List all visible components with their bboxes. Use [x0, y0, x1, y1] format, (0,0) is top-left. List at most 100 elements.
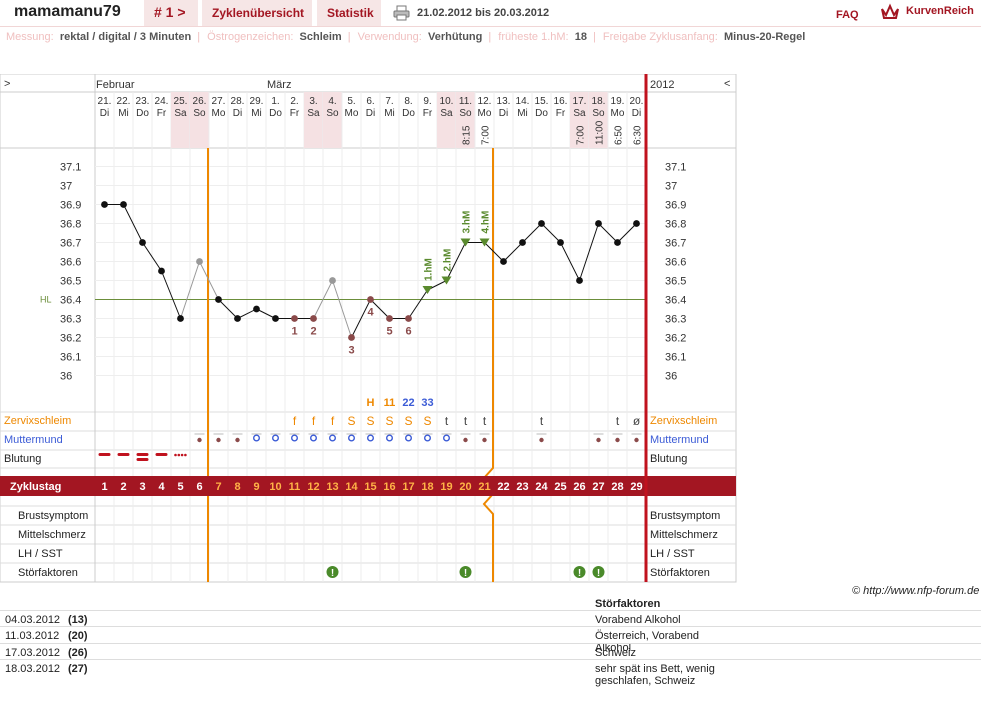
row-label: Brustsymptom: [18, 510, 88, 522]
curve-segment: [522, 223, 542, 243]
row-label: Störfaktoren: [18, 567, 78, 579]
temperature-point: [633, 220, 640, 227]
cervix-closed-icon: [216, 437, 221, 443]
username: mamamanu79: [14, 3, 121, 20]
cervix-closed-icon: [235, 437, 240, 443]
day-date: 6.: [366, 96, 374, 107]
printer-icon[interactable]: [393, 5, 410, 21]
note-cycle-day: (27): [68, 663, 88, 675]
day-date: 9.: [423, 96, 431, 107]
curve-segment: [142, 242, 162, 272]
day-weekday: Mo: [611, 108, 625, 119]
cycle-day-number: 24: [535, 481, 548, 493]
row-label: Muttermund: [4, 434, 63, 446]
cervix-symbol: f: [293, 414, 297, 428]
tab-zyklenuebersicht[interactable]: Zyklenübersicht: [202, 0, 312, 26]
faq-link[interactable]: FAQ: [836, 9, 859, 21]
chart-nav-next[interactable]: <: [724, 78, 730, 90]
note-date: 11.03.2012: [5, 630, 60, 642]
date-range: 21.02.2012 bis 20.03.2012: [417, 7, 550, 19]
note-row: 04.03.2012 (13) Vorabend Alkohol: [0, 610, 981, 626]
curve-segment: [579, 223, 599, 281]
y-tick-label-right: 36.9: [665, 200, 686, 212]
cycle-day-number: 25: [554, 481, 566, 493]
row-label: LH / SST: [18, 548, 63, 560]
note-date: 17.03.2012: [5, 647, 61, 659]
temperature-point: [441, 276, 452, 285]
brand-name[interactable]: KurvenReich: [906, 5, 974, 17]
cycle-day-number: 14: [345, 481, 358, 493]
row-label-right: Störfaktoren: [650, 567, 710, 579]
cycle-day-label: Zyklustag: [10, 481, 61, 493]
notes-heading: Störfaktoren: [595, 598, 661, 610]
low-number: 2: [310, 326, 316, 338]
day-weekday: Mi: [517, 108, 528, 119]
info-value: Verhütung: [427, 31, 483, 43]
cycle-day-number: 18: [421, 481, 433, 493]
cervix-symbol: t: [540, 414, 544, 428]
bleeding-mark: [117, 453, 130, 456]
measure-time: 7:00: [481, 125, 492, 145]
cervix-symbol: S: [404, 414, 412, 428]
y-tick-label-right: 37.1: [665, 162, 686, 174]
cycle-day-number: 22: [497, 481, 509, 493]
day-date: 8.: [404, 96, 412, 107]
y-tick-label: 36.8: [60, 219, 81, 231]
spotting-mark: [174, 453, 177, 457]
info-label: Östrogenzeichen:: [207, 31, 294, 43]
day-weekday: So: [193, 108, 206, 119]
cycle-day-number: 13: [326, 481, 338, 493]
high-marker-label: 1.hM: [424, 258, 435, 281]
cervix-closed-icon: [482, 437, 487, 443]
temperature-point: [614, 239, 621, 246]
peak-mark: 11: [384, 397, 396, 409]
cycle-day-number: 28: [611, 481, 623, 493]
chart-nav-prev[interactable]: >: [4, 78, 10, 90]
row-label-right: LH / SST: [650, 548, 695, 560]
note-cycle-day: (20): [68, 630, 88, 642]
cervix-closed-icon: [539, 437, 544, 443]
cervix-open-icon: [405, 434, 413, 442]
day-date: 7.: [385, 96, 393, 107]
cycle-day-number: 11: [289, 481, 301, 493]
day-date: 22.: [117, 96, 131, 107]
tab-statistik[interactable]: Statistik: [317, 0, 381, 26]
disturbance-icon-mark: !: [578, 568, 581, 579]
day-date: 14.: [516, 96, 530, 107]
cycle-nav-button[interactable]: # 1 >: [144, 0, 198, 26]
day-weekday: Fr: [157, 108, 167, 119]
day-weekday: Fr: [556, 108, 566, 119]
info-value: Schleim: [299, 31, 342, 43]
note-cycle-day: (26): [68, 647, 88, 659]
cycle-day-number: 7: [215, 481, 221, 493]
disturbance-icon-mark: !: [464, 568, 467, 579]
temperature-point: [348, 334, 355, 341]
day-weekday: Di: [499, 108, 508, 119]
bleeding-mark: [155, 453, 168, 456]
spotting-mark: [180, 453, 184, 457]
weekend-shade: [456, 92, 475, 148]
peak-mark: 33: [421, 397, 433, 409]
row-label-right: Mittelschmerz: [650, 529, 718, 541]
temperature-point: [101, 201, 108, 208]
y-tick-label: 36.3: [60, 314, 81, 326]
weekend-shade: [437, 92, 456, 148]
y-tick-label: 37: [60, 181, 72, 193]
day-date: 12.: [478, 96, 492, 107]
day-weekday: Do: [136, 108, 149, 119]
row-label: Blutung: [4, 453, 41, 465]
y-tick-label-right: 36.1: [665, 352, 686, 364]
cervix-symbol: t: [464, 414, 468, 428]
cycle-day-number: 5: [177, 481, 183, 493]
temperature-point: [538, 220, 545, 227]
cervix-open-icon: [329, 434, 337, 442]
curve-segment: [541, 223, 561, 243]
day-weekday: So: [592, 108, 605, 119]
cervix-closed-icon: [634, 437, 639, 443]
day-date: 18.: [592, 96, 606, 107]
note-text: Schweiz: [595, 647, 636, 659]
cycle-day-number: 17: [402, 481, 414, 493]
curve-segment: [617, 223, 637, 243]
y-tick-label-right: 36.8: [665, 219, 686, 231]
day-weekday: Mi: [251, 108, 262, 119]
